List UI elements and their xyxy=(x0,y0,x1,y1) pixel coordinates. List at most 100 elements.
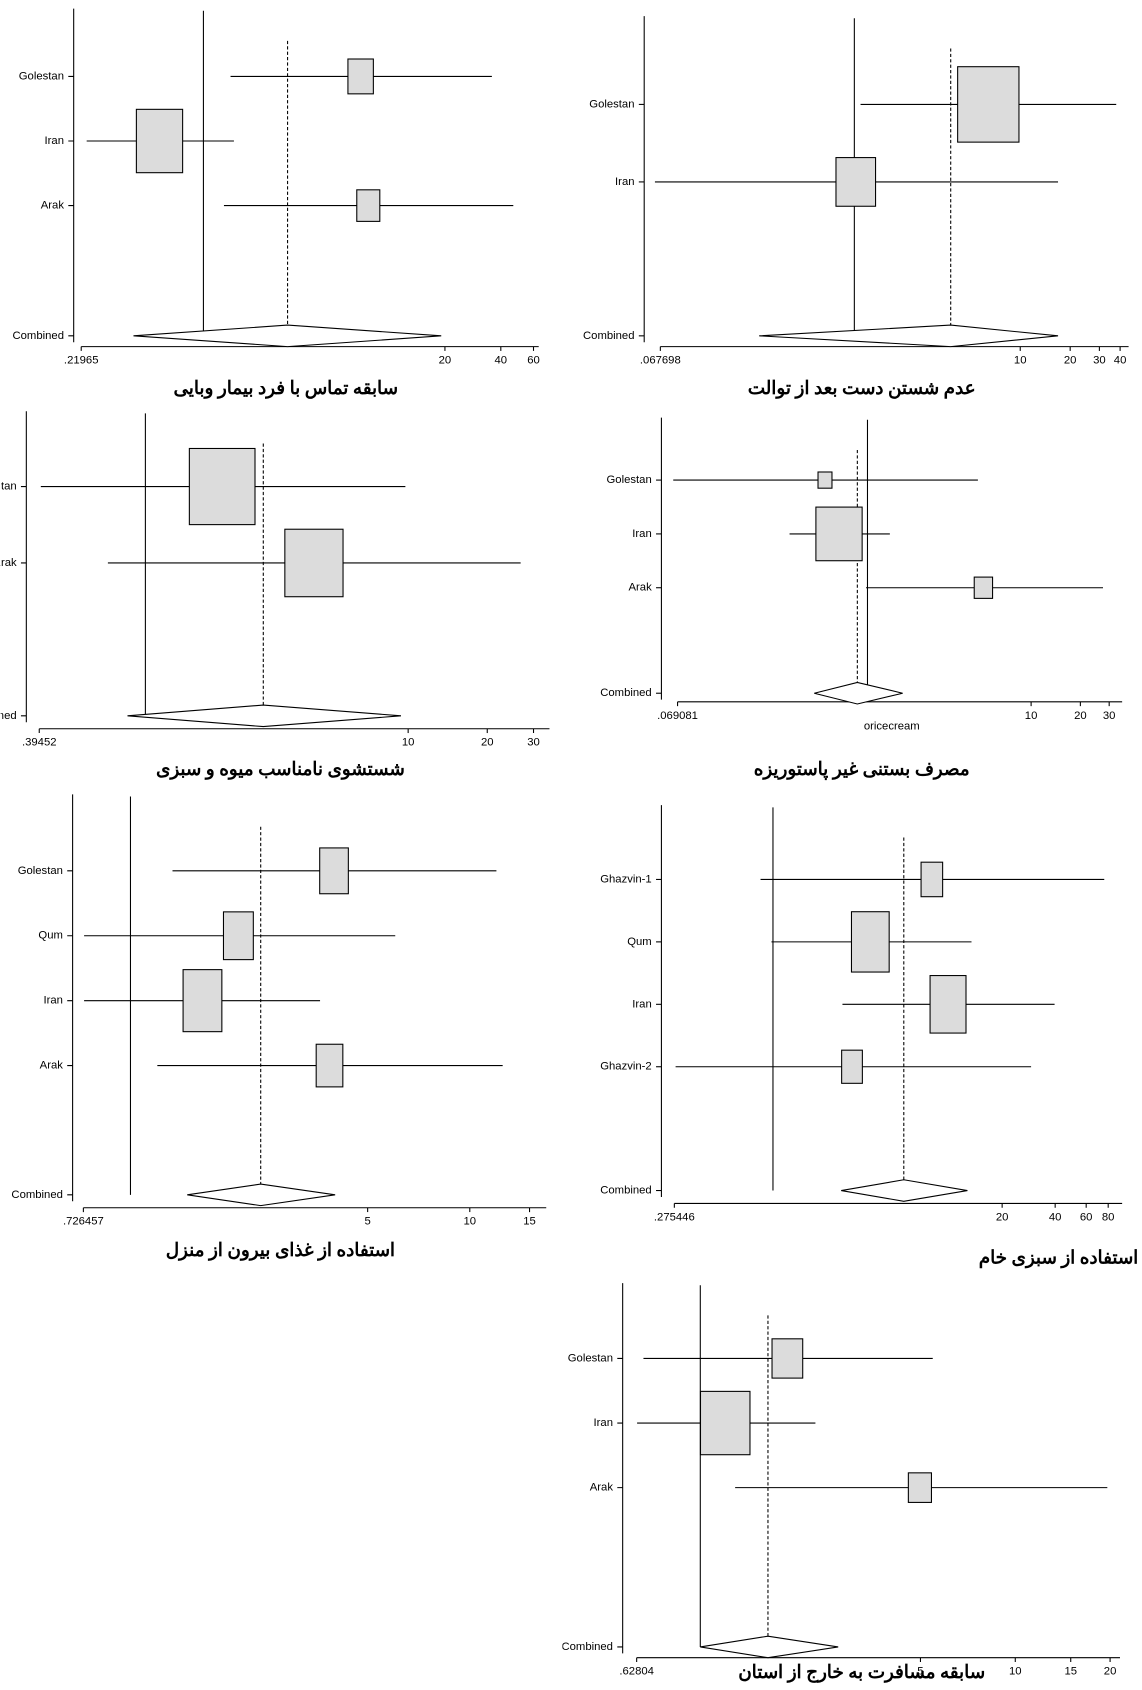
x-tick-label: 40 xyxy=(1049,1211,1062,1223)
study-label: Iran xyxy=(45,135,64,147)
study-box xyxy=(347,58,374,95)
pooled-diamond xyxy=(133,324,442,348)
forest-panel: .21965 20 40 60 Golestan Iran Arak Combined سابق… xyxy=(12,8,540,399)
study-label: Iran xyxy=(594,1417,613,1429)
study-label: Iran xyxy=(632,998,651,1010)
x-tick-label: .067698 xyxy=(640,355,681,367)
study-box xyxy=(699,1390,751,1456)
panel-title: سابقه مسافرت به خارج از استان xyxy=(738,1662,985,1683)
x-tick-label: 20 xyxy=(481,737,494,749)
pooled-diamond xyxy=(700,1635,839,1659)
study-box xyxy=(188,447,256,526)
study-label: Qum xyxy=(627,936,651,948)
forest-panel: .62804 5 10 15 20 Golestan Iran Arak Combined ساب… xyxy=(561,1283,1120,1683)
panel-title: استفاده از غذای بیرون از منزل xyxy=(166,1240,395,1261)
pooled-diamond xyxy=(759,324,1059,348)
study-label: Arak xyxy=(590,1482,614,1494)
study-box xyxy=(284,528,344,598)
study-label: Iran xyxy=(615,176,634,188)
study-label: Arak xyxy=(628,582,652,594)
study-box xyxy=(771,1338,804,1379)
x-tick-label: 30 xyxy=(527,737,540,749)
x-tick-label: .62804 xyxy=(619,1666,654,1678)
panel-title: استفاده از سبزی خام xyxy=(979,1248,1139,1269)
x-tick-label: .069081 xyxy=(657,710,698,722)
forest-panel: .067698 10 20 30 40 Golestan Iran Combined عدم ش… xyxy=(583,16,1129,399)
study-label: Golestan xyxy=(607,474,652,486)
x-tick-label: 5 xyxy=(364,1216,370,1228)
study-box xyxy=(841,1049,863,1084)
study-label: Arak xyxy=(40,1060,64,1072)
study-label: Ghazvin-1 xyxy=(600,873,652,885)
x-tick-label: 80 xyxy=(1102,1211,1115,1223)
study-box xyxy=(929,975,967,1034)
x-tick-label: 20 xyxy=(1074,710,1087,722)
x-tick-label: 10 xyxy=(1009,1666,1022,1678)
pooled-diamond xyxy=(814,681,903,705)
x-tick-label: 20 xyxy=(1104,1666,1117,1678)
study-label: Ghazvin-2 xyxy=(600,1061,652,1073)
study-label: Combined xyxy=(600,1185,652,1197)
x-tick-label: 10 xyxy=(1014,355,1027,367)
study-box xyxy=(222,911,254,961)
x-tick-label: 20 xyxy=(439,355,452,367)
x-tick-label: 30 xyxy=(1093,355,1106,367)
study-box xyxy=(850,911,890,973)
x-tick-label: 10 xyxy=(402,737,415,749)
study-box xyxy=(135,108,184,174)
panel-title: سابقه تماس با فرد بیمار وبایی xyxy=(174,378,398,399)
study-label: Golestan xyxy=(19,70,64,82)
forest-panel: .726457 5 10 15 Golestan Qum Iran Arak Combined ا… xyxy=(11,794,547,1261)
study-label: Combined xyxy=(11,1189,63,1201)
panel-title: مصرف بستنی غیر پاستوریزه xyxy=(754,759,970,780)
study-label: Iran xyxy=(632,528,651,540)
study-label: Combined xyxy=(561,1641,613,1653)
x-tick-label: 40 xyxy=(495,355,508,367)
x-tick-label: 5 xyxy=(917,1666,923,1678)
pooled-diamond xyxy=(187,1183,336,1207)
forest-panel: .275446 20 40 60 80 Ghazvin-1 Qum Iran Ghazvin-2… xyxy=(600,805,1139,1269)
x-tick-label: 20 xyxy=(1064,355,1077,367)
study-box xyxy=(182,969,223,1033)
study-box xyxy=(835,157,877,207)
x-tick-label: 20 xyxy=(996,1211,1009,1223)
study-label: Qum xyxy=(38,930,62,942)
study-label: Golestan xyxy=(0,481,17,493)
study-label: Combined xyxy=(0,710,17,722)
forest-panel: .069081 10 20 30 Golestan Iran Arak Combined ori… xyxy=(600,417,1123,780)
study-box xyxy=(973,576,994,599)
x-tick-label: .275446 xyxy=(654,1211,695,1223)
study-box xyxy=(907,1472,932,1503)
study-box xyxy=(356,189,381,222)
x-tick-label: 10 xyxy=(1025,710,1038,722)
x-tick-label: 10 xyxy=(464,1216,477,1228)
x-tick-label: 15 xyxy=(523,1216,536,1228)
x-tick-label: 15 xyxy=(1064,1666,1077,1678)
forest-panel: .39452 10 20 30 Golestan Arak Combined شستشوی ن… xyxy=(0,411,550,780)
x-tick-label: .39452 xyxy=(22,737,57,749)
x-tick-label: .21965 xyxy=(64,355,99,367)
x-axis-label: oricecream xyxy=(864,721,920,733)
study-label: Arak xyxy=(41,200,65,212)
x-tick-label: 30 xyxy=(1103,710,1116,722)
study-box xyxy=(315,1043,344,1088)
x-tick-label: 60 xyxy=(527,355,540,367)
study-label: Iran xyxy=(43,995,62,1007)
study-box xyxy=(319,847,349,895)
study-label: Combined xyxy=(583,330,635,342)
pooled-diamond xyxy=(127,704,402,728)
study-label: Golestan xyxy=(589,98,634,110)
study-label: Combined xyxy=(600,687,652,699)
study-label: Arak xyxy=(0,557,17,569)
x-tick-label: 40 xyxy=(1114,355,1127,367)
study-box xyxy=(957,66,1020,143)
x-tick-label: .726457 xyxy=(63,1216,104,1228)
pooled-diamond xyxy=(841,1179,968,1202)
panel-title: عدم شستن دست بعد از توالت xyxy=(748,378,976,399)
study-box xyxy=(817,471,833,489)
study-label: Golestan xyxy=(568,1352,613,1364)
study-box xyxy=(920,861,944,898)
study-box xyxy=(815,506,863,562)
study-label: Golestan xyxy=(18,865,63,877)
